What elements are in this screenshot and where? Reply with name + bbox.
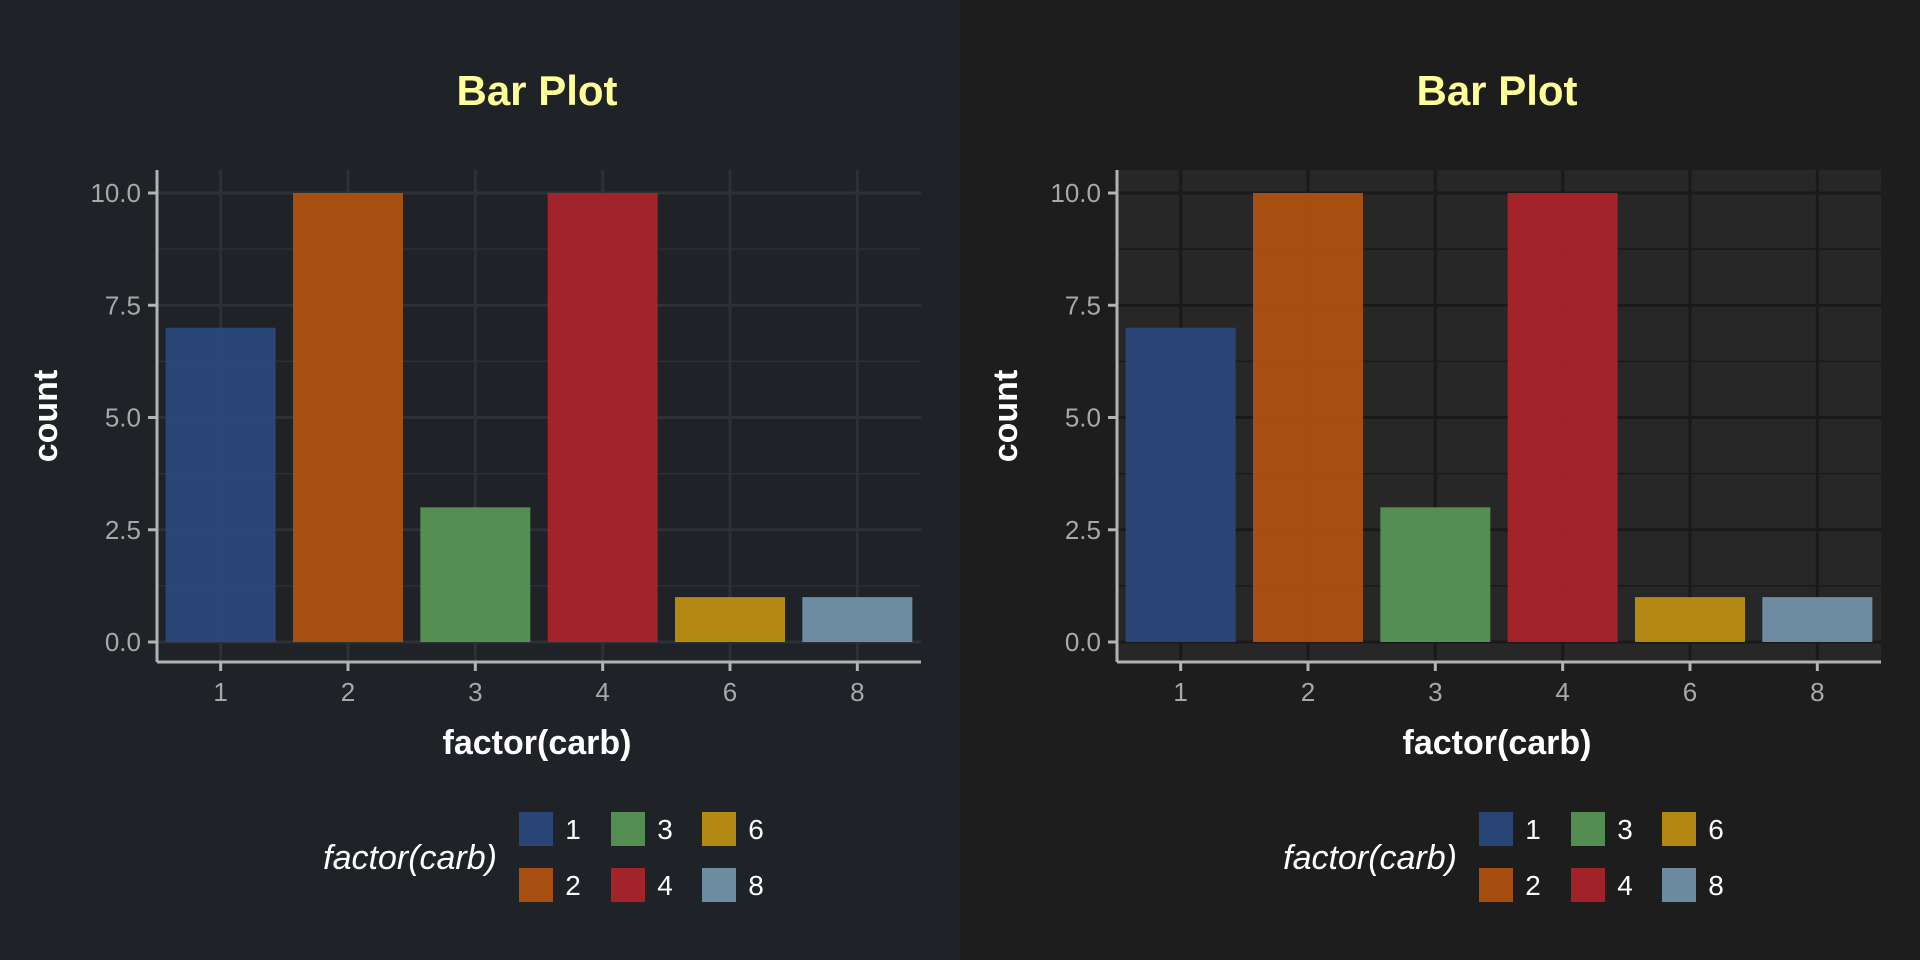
y-tick-label: 0.0: [1065, 627, 1101, 657]
legend-swatch-6: [1662, 812, 1696, 846]
legend-swatch-1: [519, 812, 553, 846]
y-tick-label: 7.5: [105, 290, 141, 320]
y-tick-label: 5.0: [105, 403, 141, 433]
legend-swatch-4: [1571, 868, 1605, 902]
x-tick-label: 2: [1301, 677, 1315, 707]
bar-1: [165, 327, 276, 642]
bar-2: [1253, 193, 1363, 642]
legend-swatch-2: [519, 868, 553, 902]
y-tick-label: 2.5: [1065, 515, 1101, 545]
y-tick-label: 2.5: [105, 515, 141, 545]
chart-panel-left: 0.0 2.5 5.0 7.5 10.0 1 2 3 4 6 8 Bar Plot factor(car…: [0, 0, 960, 960]
x-tick-label: 4: [595, 677, 609, 707]
x-axis-title: factor(carb): [1403, 724, 1592, 762]
bar-8: [802, 597, 913, 642]
legend-swatch-1: [1479, 812, 1513, 846]
legend-label: 4: [1617, 870, 1633, 901]
legend-label: 6: [748, 814, 764, 845]
chart-title: Bar Plot: [1416, 67, 1577, 114]
bar-6: [1635, 597, 1745, 642]
legend-title: factor(carb): [323, 839, 497, 877]
chart-panel-right: 0.0 2.5 5.0 7.5 10.0 1 2 3 4 6 8 Bar Plot factor(car…: [960, 0, 1920, 960]
x-tick-label: 3: [1428, 677, 1442, 707]
y-tick-label: 10.0: [1050, 178, 1101, 208]
x-tick-label: 6: [723, 677, 737, 707]
legend-label: 3: [657, 814, 673, 845]
x-tick-label: 4: [1555, 677, 1569, 707]
y-axis-title: count: [27, 370, 65, 463]
legend-label: 8: [748, 870, 764, 901]
legend-label: 1: [1525, 814, 1541, 845]
x-tick-label: 8: [850, 677, 864, 707]
bar-1: [1125, 327, 1236, 642]
bar-4: [547, 193, 658, 642]
bar-4: [1507, 193, 1618, 642]
bar-8: [1762, 597, 1873, 642]
legend-label: 2: [565, 870, 581, 901]
legend-swatch-6: [702, 812, 736, 846]
bar-chart-left: 0.0 2.5 5.0 7.5 10.0 1 2 3 4 6 8 Bar Plot factor(car…: [0, 0, 960, 960]
bar-chart-right: 0.0 2.5 5.0 7.5 10.0 1 2 3 4 6 8 Bar Plot factor(car…: [960, 0, 1920, 960]
y-tick-label: 0.0: [105, 627, 141, 657]
legend-swatch-8: [1662, 868, 1696, 902]
legend-label: 1: [565, 814, 581, 845]
legend-swatch-4: [611, 868, 645, 902]
legend-label: 4: [657, 870, 673, 901]
legend-swatch-3: [611, 812, 645, 846]
legend-label: 3: [1617, 814, 1633, 845]
bar-3: [1380, 507, 1491, 642]
x-tick-label: 1: [1173, 677, 1187, 707]
bar-3: [420, 507, 531, 642]
x-tick-label: 1: [213, 677, 227, 707]
panel-background: [0, 0, 960, 960]
legend-label: 2: [1525, 870, 1541, 901]
y-tick-label: 10.0: [90, 178, 141, 208]
x-tick-label: 3: [468, 677, 482, 707]
chart-title: Bar Plot: [456, 67, 617, 114]
legend-label: 8: [1708, 870, 1724, 901]
legend-label: 6: [1708, 814, 1724, 845]
x-tick-label: 2: [341, 677, 355, 707]
y-axis-title: count: [987, 370, 1025, 463]
y-tick-label: 5.0: [1065, 403, 1101, 433]
legend-swatch-8: [702, 868, 736, 902]
legend-swatch-3: [1571, 812, 1605, 846]
x-axis-title: factor(carb): [443, 724, 632, 762]
y-tick-label: 7.5: [1065, 290, 1101, 320]
x-tick-label: 6: [1683, 677, 1697, 707]
legend-title: factor(carb): [1283, 839, 1457, 877]
legend-swatch-2: [1479, 868, 1513, 902]
x-tick-label: 8: [1810, 677, 1824, 707]
bar-2: [293, 193, 403, 642]
bar-6: [675, 597, 785, 642]
